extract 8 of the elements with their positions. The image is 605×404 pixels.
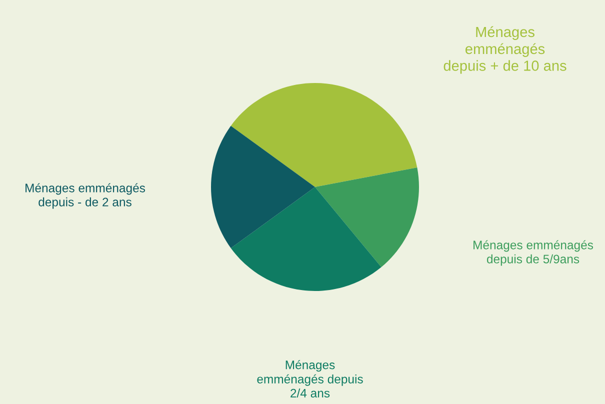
pie-slice [230, 187, 382, 291]
slice-label: Ménages emménagés depuis de 5/9ans [474, 240, 594, 266]
pie-slice [211, 126, 315, 248]
slice-label: Ménages emménagés depuis 2/4 ans [257, 360, 363, 398]
slice-label: Ménages emménagés depuis + de 10 ans [444, 26, 566, 74]
pie-slice [230, 83, 418, 187]
slice-label: Ménages emménagés depuis - de 2 ans [26, 183, 146, 209]
pie-slice [315, 168, 419, 268]
